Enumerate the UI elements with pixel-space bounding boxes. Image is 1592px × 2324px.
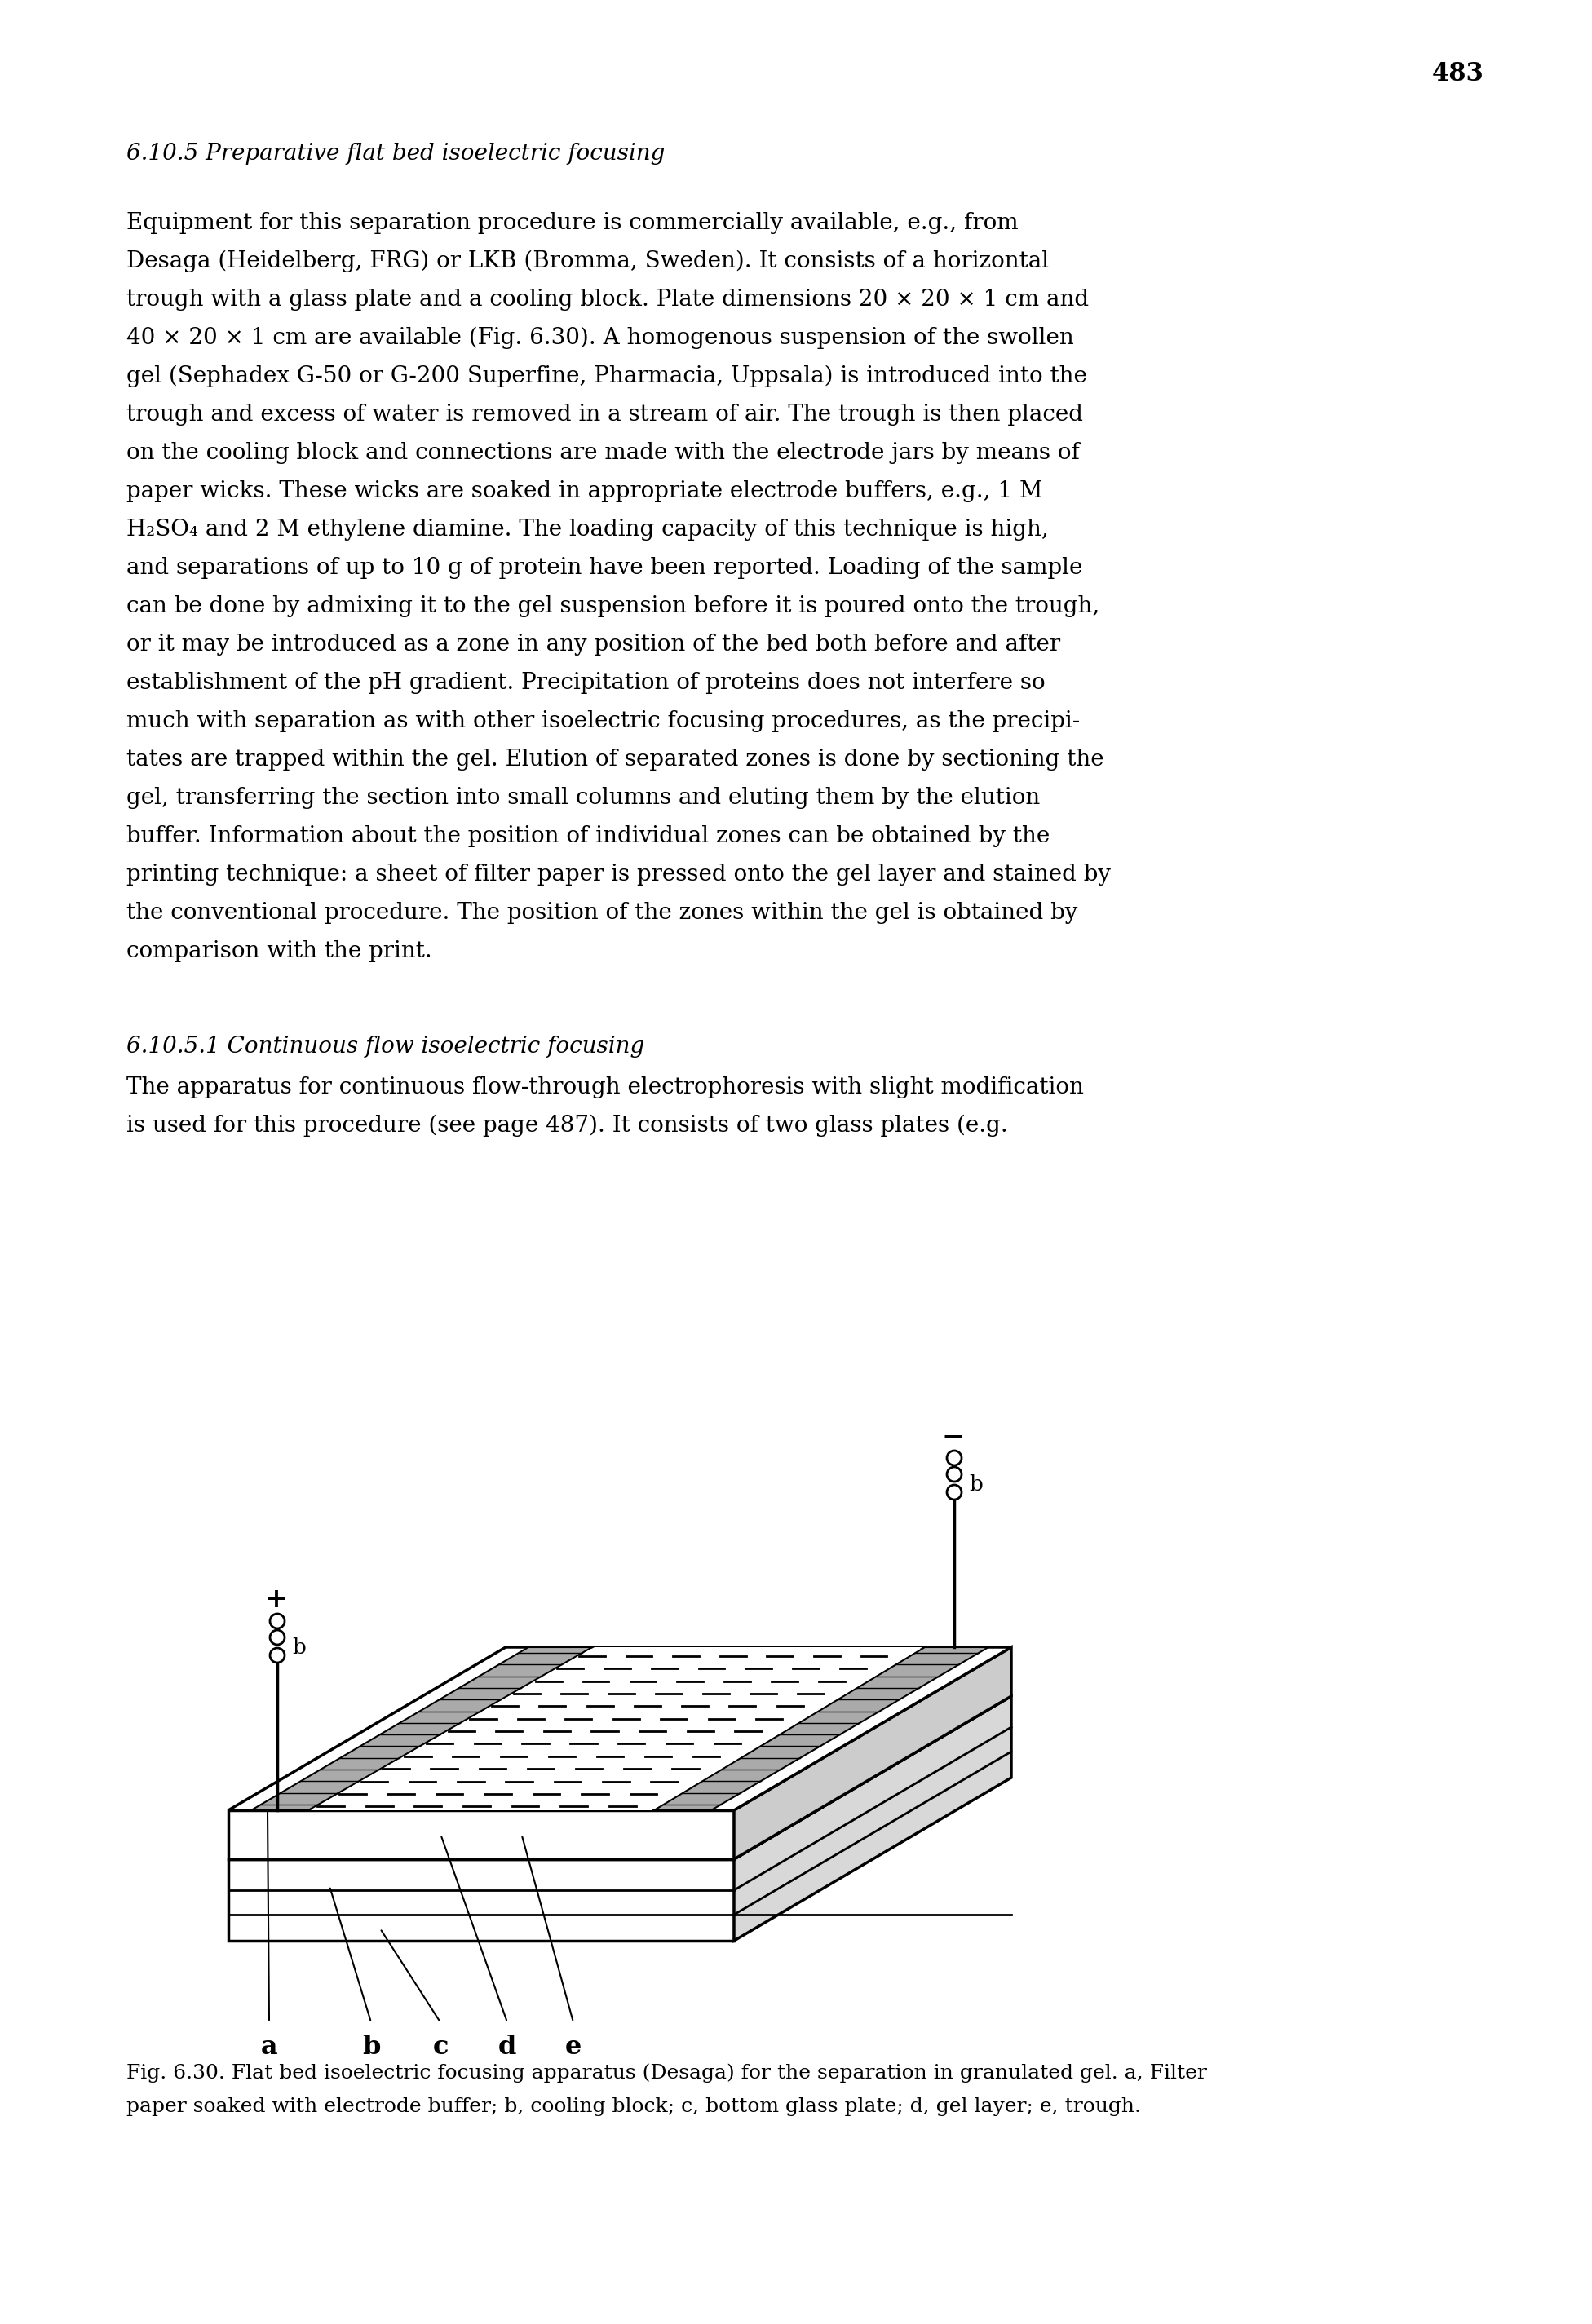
Circle shape <box>947 1450 962 1466</box>
Text: and separations of up to 10 g of protein have been reported. Loading of the samp: and separations of up to 10 g of protein… <box>126 558 1083 579</box>
Polygon shape <box>734 1697 1011 1941</box>
Text: e: e <box>565 2034 581 2059</box>
Text: −: − <box>941 1422 965 1450</box>
Text: d: d <box>498 2034 516 2059</box>
Polygon shape <box>228 1648 1011 1810</box>
Polygon shape <box>654 1648 989 1810</box>
Text: paper wicks. These wicks are soaked in appropriate electrode buffers, e.g., 1 M: paper wicks. These wicks are soaked in a… <box>126 481 1043 502</box>
Polygon shape <box>310 1648 922 1810</box>
Polygon shape <box>734 1648 1011 1859</box>
Text: or it may be introduced as a zone in any position of the bed both before and aft: or it may be introduced as a zone in any… <box>126 634 1060 655</box>
Text: establishment of the pH gradient. Precipitation of proteins does not interfere s: establishment of the pH gradient. Precip… <box>126 672 1046 695</box>
Text: 6.10.5 Preparative flat bed isoelectric focusing: 6.10.5 Preparative flat bed isoelectric … <box>126 142 665 165</box>
Text: gel, transferring the section into small columns and eluting them by the elution: gel, transferring the section into small… <box>126 788 1040 809</box>
Circle shape <box>947 1485 962 1499</box>
Text: tates are trapped within the gel. Elution of separated zones is done by sectioni: tates are trapped within the gel. Elutio… <box>126 748 1103 772</box>
Text: buffer. Information about the position of individual zones can be obtained by th: buffer. Information about the position o… <box>126 825 1049 848</box>
Text: +: + <box>264 1585 287 1613</box>
Text: Fig. 6.30. Flat bed isoelectric focusing apparatus (Desaga) for the separation i: Fig. 6.30. Flat bed isoelectric focusing… <box>126 2064 1207 2082</box>
Text: paper soaked with electrode buffer; b, cooling block; c, bottom glass plate; d, : paper soaked with electrode buffer; b, c… <box>126 2096 1141 2117</box>
Text: much with separation as with other isoelectric focusing procedures, as the preci: much with separation as with other isoel… <box>126 711 1079 732</box>
Text: 483: 483 <box>1433 60 1484 86</box>
Text: b: b <box>291 1636 306 1657</box>
Text: Desaga (Heidelberg, FRG) or LKB (Bromma, Sweden). It consists of a horizontal: Desaga (Heidelberg, FRG) or LKB (Bromma,… <box>126 251 1049 272</box>
Text: can be done by admixing it to the gel suspension before it is poured onto the tr: can be done by admixing it to the gel su… <box>126 595 1100 618</box>
Text: is used for this procedure (see page 487). It consists of two glass plates (e.g.: is used for this procedure (see page 487… <box>126 1116 1008 1136</box>
Text: Equipment for this separation procedure is commercially available, e.g., from: Equipment for this separation procedure … <box>126 211 1019 235</box>
Text: The apparatus for continuous flow-through electrophoresis with slight modificati: The apparatus for continuous flow-throug… <box>126 1076 1084 1099</box>
Text: a: a <box>261 2034 277 2059</box>
Text: 6.10.5.1 Continuous flow isoelectric focusing: 6.10.5.1 Continuous flow isoelectric foc… <box>126 1037 645 1057</box>
Text: trough and excess of water is removed in a stream of air. The trough is then pla: trough and excess of water is removed in… <box>126 404 1083 425</box>
Circle shape <box>271 1613 285 1629</box>
Circle shape <box>271 1648 285 1662</box>
Text: comparison with the print.: comparison with the print. <box>126 941 431 962</box>
Text: trough with a glass plate and a cooling block. Plate dimensions 20 × 20 × 1 cm a: trough with a glass plate and a cooling … <box>126 288 1089 311</box>
Text: printing technique: a sheet of filter paper is pressed onto the gel layer and st: printing technique: a sheet of filter pa… <box>126 865 1111 885</box>
Circle shape <box>271 1629 285 1645</box>
Text: H₂SO₄ and 2 M ethylene diamine. The loading capacity of this technique is high,: H₂SO₄ and 2 M ethylene diamine. The load… <box>126 518 1049 541</box>
Circle shape <box>947 1466 962 1483</box>
Text: b: b <box>361 2034 380 2059</box>
Text: the conventional procedure. The position of the zones within the gel is obtained: the conventional procedure. The position… <box>126 902 1078 925</box>
Text: gel (Sephadex G-50 or G-200 Superfine, Pharmacia, Uppsala) is introduced into th: gel (Sephadex G-50 or G-200 Superfine, P… <box>126 365 1087 388</box>
Text: c: c <box>433 2034 449 2059</box>
Text: 40 × 20 × 1 cm are available (Fig. 6.30). A homogenous suspension of the swollen: 40 × 20 × 1 cm are available (Fig. 6.30)… <box>126 328 1075 349</box>
Polygon shape <box>252 1648 592 1810</box>
Polygon shape <box>228 1697 1011 1859</box>
Polygon shape <box>228 1859 734 1941</box>
Text: on the cooling block and connections are made with the electrode jars by means o: on the cooling block and connections are… <box>126 442 1079 465</box>
Polygon shape <box>228 1810 734 1859</box>
Text: b: b <box>970 1473 982 1494</box>
